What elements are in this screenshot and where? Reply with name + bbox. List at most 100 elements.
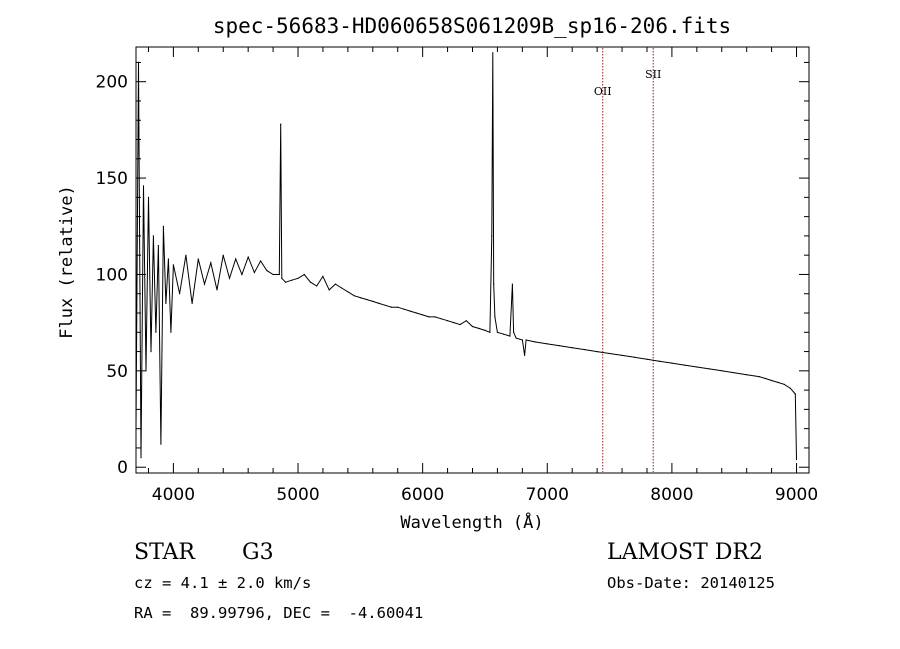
spectrum-point (147, 196, 150, 198)
spectrum-point (347, 291, 349, 293)
y-tick-label: 100 (96, 265, 128, 285)
redshift-cz: cz = 4.1 ± 2.0 km/s (134, 574, 312, 592)
spectrum-point (511, 283, 513, 285)
spectrum-point (509, 335, 511, 337)
spectrum-point (260, 260, 262, 262)
spectrum-point (140, 457, 142, 459)
spectrum-point (366, 298, 368, 301)
spectrum-point (135, 428, 137, 430)
spectrum-point (278, 273, 280, 276)
spectrum-point (162, 225, 164, 227)
spectrum-point (152, 235, 154, 237)
plot-frame (135, 46, 810, 474)
spectrum-point (534, 341, 536, 343)
marker-label: OII (594, 85, 612, 98)
spectrum-point (783, 383, 785, 385)
x-tick-label: 7000 (526, 485, 569, 505)
spectrum-point (471, 325, 474, 328)
spectrum-point (280, 123, 282, 125)
spectrum-point (216, 289, 218, 291)
spectrum-point (524, 354, 526, 356)
spectrum-point (150, 351, 152, 353)
spectrum-point (596, 351, 598, 353)
spectrum-point (353, 295, 355, 297)
y-tick-label: 200 (96, 73, 128, 93)
spectrum-point (241, 273, 243, 276)
spectrum-point (492, 52, 494, 54)
spectrum-point (167, 258, 169, 260)
spectrum-point (272, 273, 274, 276)
spectrum-point (609, 352, 611, 355)
spectrum-point (285, 281, 287, 283)
spectrum-point (378, 302, 380, 304)
x-tick-label: 4000 (152, 485, 195, 505)
coordinates: RA = 89.99796, DEC = -4.60041 (134, 604, 424, 622)
spectrum-point (584, 349, 586, 351)
spectrum-point (789, 387, 791, 389)
spectrum-point (390, 306, 393, 308)
spectrum-point (384, 304, 386, 306)
spectrum-point (155, 331, 157, 333)
spectrum-point (521, 339, 524, 341)
y-tick-label: 0 (117, 458, 128, 478)
spectrum-point (297, 277, 299, 279)
spectrum-point (496, 331, 498, 333)
spectrum-point (795, 458, 798, 461)
spectrum-point (546, 343, 548, 345)
axis-ticks: 4000 5000 6000 7000 8000 9000 0 50 100 150 200 (96, 47, 818, 505)
spectrum-point (465, 320, 467, 322)
spectrum-point (764, 377, 767, 380)
spectrum-point (459, 324, 461, 326)
spectrum-point (372, 300, 374, 302)
x-tick-label: 6000 (401, 485, 444, 505)
spectrum-point (179, 293, 181, 295)
spectrum-point (621, 354, 623, 356)
spectrum-point (489, 331, 491, 333)
spectrum-point (247, 256, 249, 258)
x-tick-label: 8000 (650, 485, 693, 505)
spectrum-point (503, 333, 505, 335)
spectrum-point (172, 264, 174, 266)
spectrum-point (708, 368, 710, 370)
spectrum-point (447, 320, 449, 322)
spectrum-point (777, 381, 779, 383)
spectrum-point (253, 271, 255, 274)
spectrum-point (142, 185, 145, 187)
line-markers: OII SII (594, 48, 661, 472)
spectrum-point (571, 347, 573, 349)
spectrum-line (135, 52, 797, 460)
spectrum-point (440, 318, 442, 320)
spectrum-point (721, 370, 723, 372)
spectrum-point (478, 327, 480, 329)
spectrum-point (494, 316, 496, 318)
spectrum-point (633, 356, 636, 358)
spectrum-point (359, 297, 361, 299)
spectrum-point (322, 275, 324, 277)
spectrum-point (484, 329, 486, 331)
spectrum-point (197, 258, 199, 260)
spectrum-point (203, 283, 206, 285)
spectrum-point (191, 302, 193, 304)
spectrum-point (328, 289, 330, 291)
spectrum-point (403, 308, 405, 310)
spectrum-point (428, 316, 430, 318)
spectrum-point (422, 314, 424, 316)
spectrum-point (222, 254, 224, 256)
spectrum-point (281, 277, 283, 279)
x-tick-label: 5000 (276, 485, 319, 505)
spectrum-point (137, 61, 140, 64)
spectrum-point (291, 279, 293, 281)
spectrum-point (235, 258, 237, 260)
spectrum-point (794, 393, 796, 395)
spectrum-point (493, 283, 495, 285)
spectrum-point (303, 273, 305, 276)
spectrum-point (397, 306, 399, 308)
spectrum-point (515, 337, 517, 339)
marker-label: SII (645, 68, 661, 81)
spectrum-point (165, 302, 167, 304)
spectrum-point (316, 285, 318, 287)
spectrum-point (334, 283, 336, 285)
spectrum-point (185, 254, 187, 256)
spectrum-point (683, 364, 686, 366)
